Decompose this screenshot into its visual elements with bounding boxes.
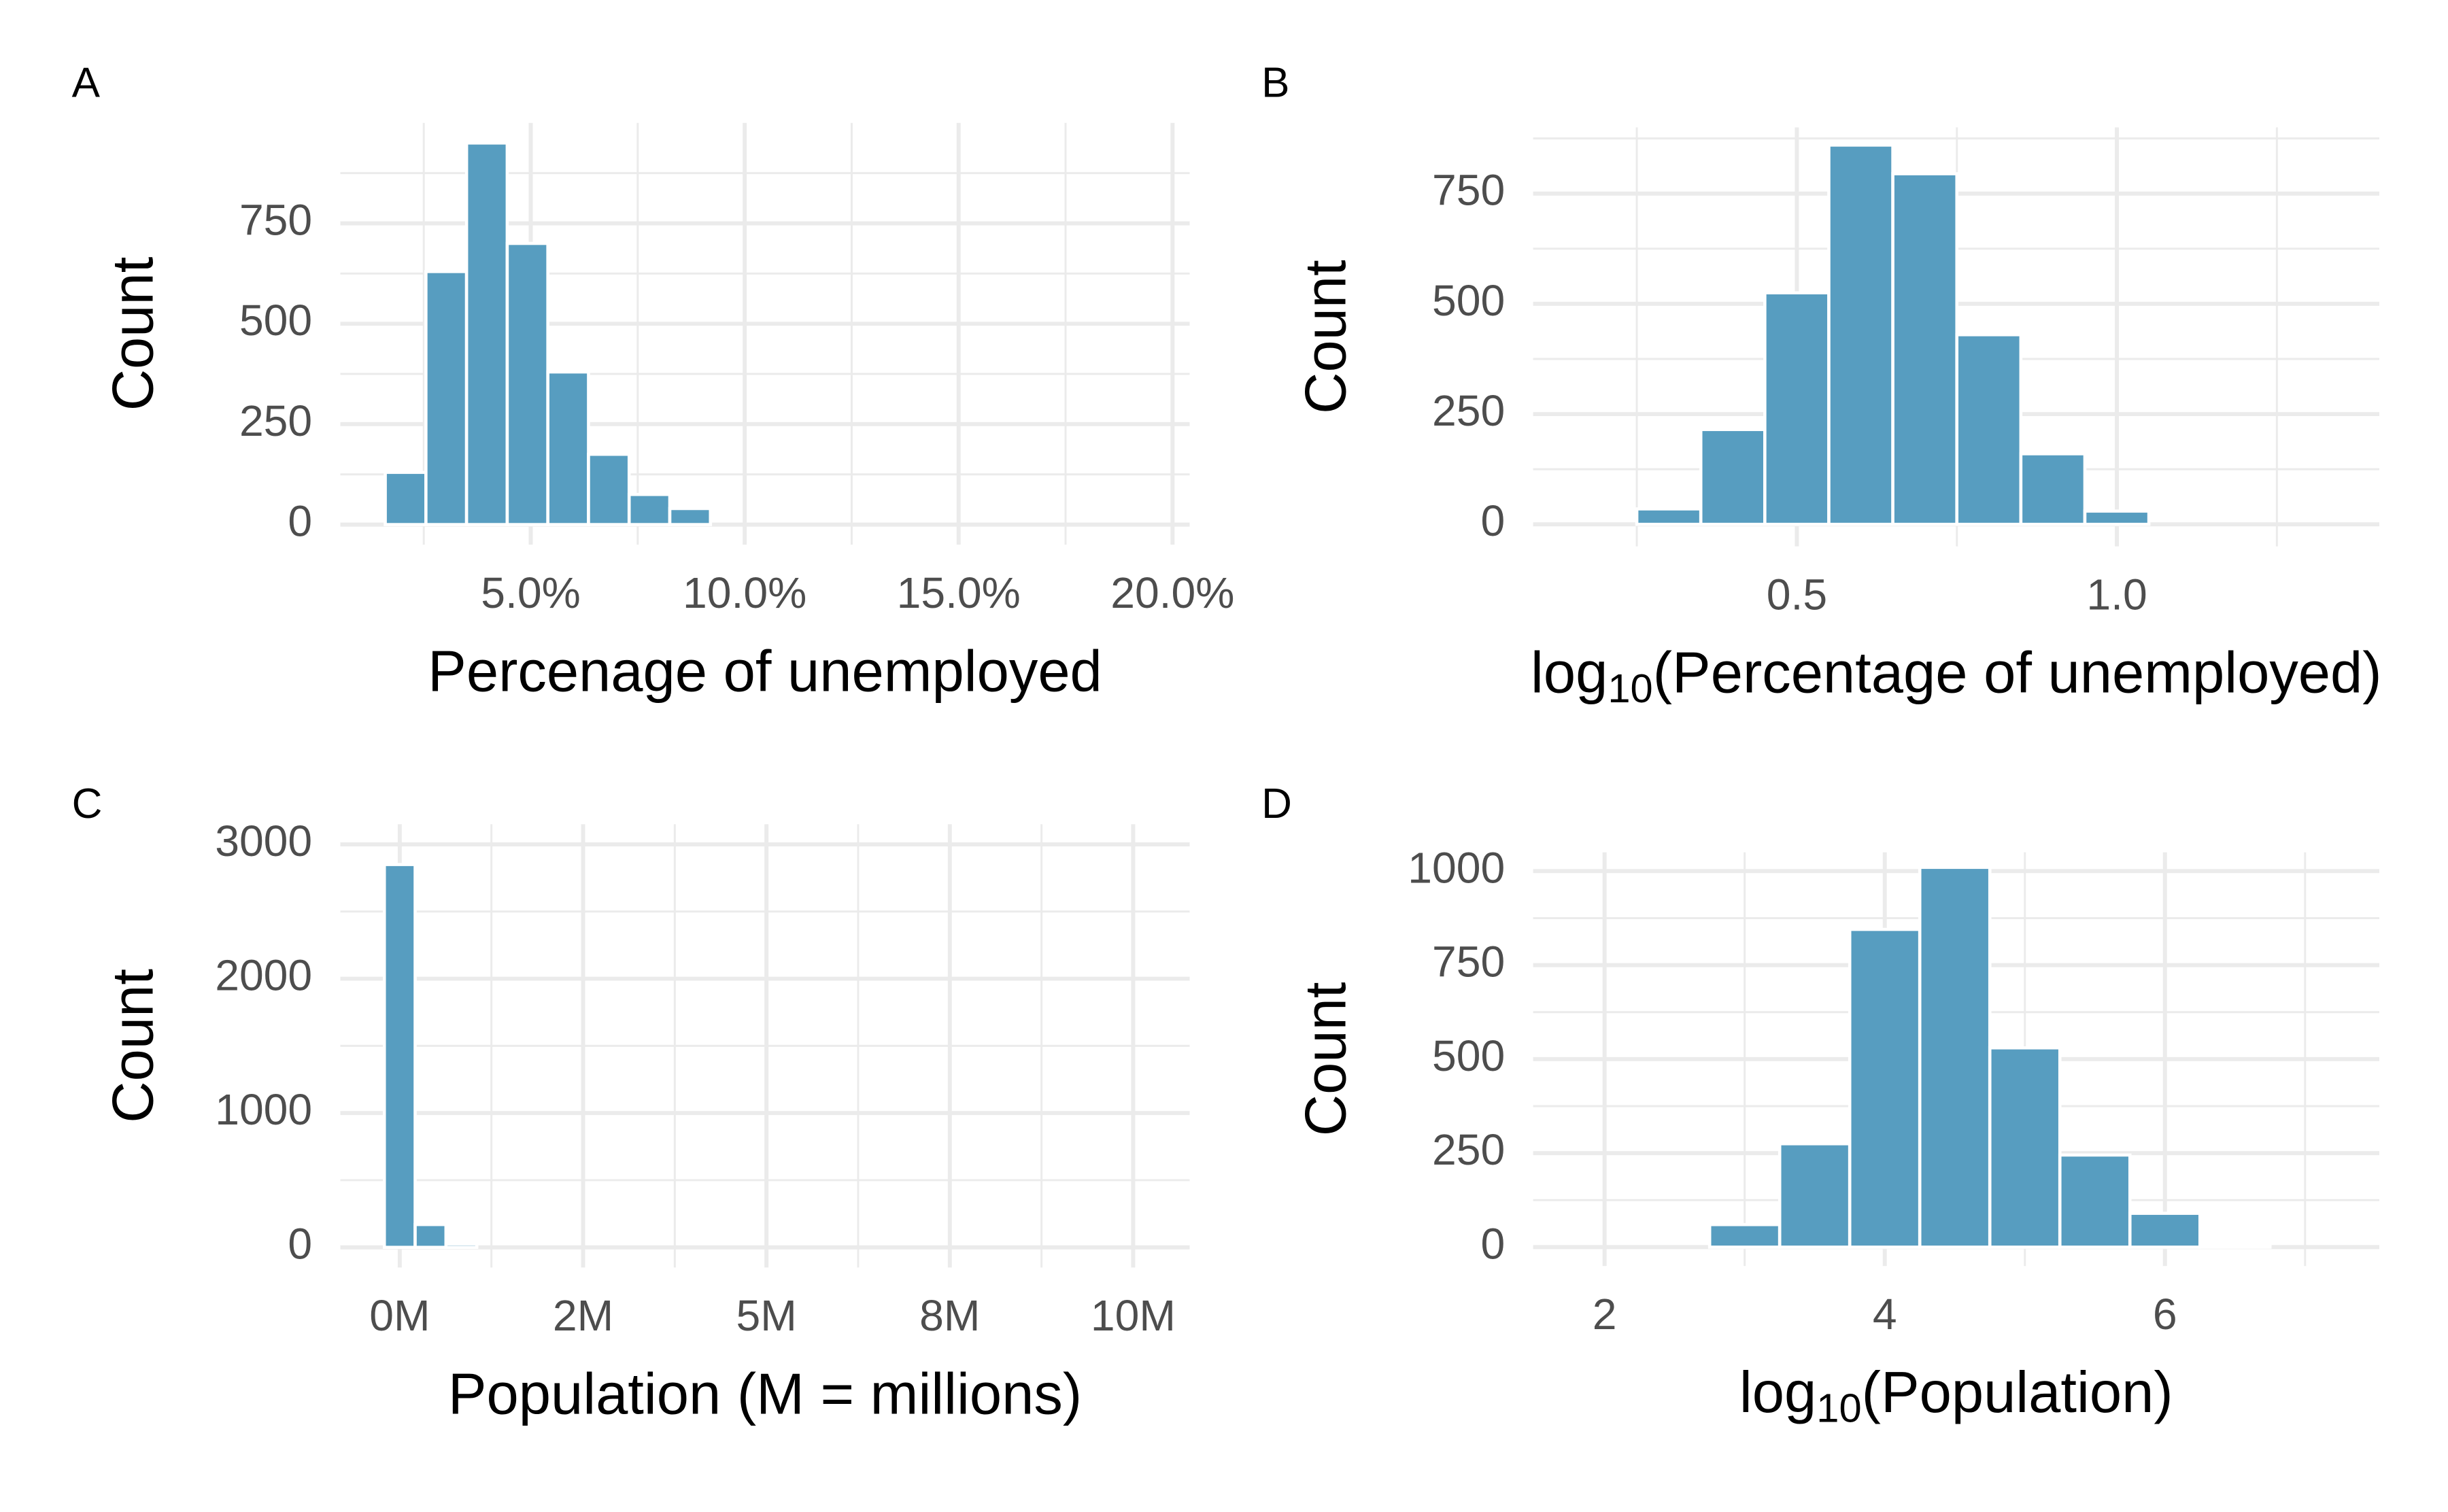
bar bbox=[587, 452, 631, 526]
axis-title-part: 10 bbox=[1816, 1385, 1861, 1430]
x-tick-label: 8M bbox=[919, 1291, 980, 1340]
y-tick-label: 750 bbox=[239, 195, 312, 244]
bar bbox=[505, 241, 549, 526]
y-tick-label: 2000 bbox=[215, 951, 312, 1000]
bar bbox=[2019, 452, 2087, 526]
subplot: A 0 250 500 750 5.0% 10.0% 15.0% 20.0%Percenage … bbox=[72, 59, 1235, 703]
axis-title-part: log bbox=[1531, 640, 1608, 705]
bar bbox=[1827, 143, 1894, 526]
bar bbox=[1778, 1142, 1852, 1249]
x-tick-label: 0.5 bbox=[1767, 570, 1827, 619]
x-tick-label: 6 bbox=[2153, 1290, 2177, 1339]
bar bbox=[1891, 172, 1959, 526]
y-axis-title: Count bbox=[100, 969, 165, 1123]
y-axis-title: Count bbox=[100, 257, 165, 411]
bar bbox=[1707, 1222, 1782, 1249]
x-tick-label: 5.0% bbox=[481, 568, 580, 617]
x-tick-label: 0M bbox=[369, 1291, 430, 1340]
x-tick-label: 10.0% bbox=[683, 568, 806, 617]
y-tick-label: 500 bbox=[1432, 276, 1505, 325]
y-tick-label: 0 bbox=[1481, 496, 1506, 545]
y-tick-label: 750 bbox=[1432, 166, 1505, 215]
y-axis-title: Count bbox=[1293, 260, 1358, 414]
y-tick-label: 0 bbox=[288, 1220, 312, 1269]
axis-title-part: (Percentage of unemployed) bbox=[1653, 640, 2382, 705]
bar bbox=[2128, 1212, 2202, 1249]
axis-title-part: log bbox=[1739, 1360, 1816, 1424]
x-tick-label: 5M bbox=[736, 1291, 797, 1340]
bar bbox=[2058, 1153, 2132, 1249]
bar bbox=[1763, 291, 1831, 526]
y-tick-label: 1000 bbox=[215, 1085, 312, 1134]
bar bbox=[1699, 428, 1767, 526]
bar bbox=[444, 1242, 479, 1250]
panel-label: B bbox=[1261, 59, 1289, 106]
bar bbox=[546, 370, 590, 526]
y-tick-label: 500 bbox=[1432, 1031, 1505, 1080]
x-tick-label: 4 bbox=[1873, 1290, 1897, 1339]
x-axis-title: log10(Percentage of unemployed) bbox=[1531, 640, 2382, 711]
subplot: B 0 250 500 750 0.5 1.0 log10(Percentage of une… bbox=[1261, 59, 2381, 711]
bar bbox=[1918, 865, 1992, 1249]
y-tick-label: 250 bbox=[1432, 1125, 1505, 1174]
y-tick-label: 0 bbox=[288, 497, 312, 546]
panel-label: A bbox=[72, 59, 101, 106]
y-tick-label: 750 bbox=[1432, 938, 1505, 986]
x-axis-title: Percenage of unemployed bbox=[428, 638, 1102, 703]
bar bbox=[1635, 507, 1703, 526]
bar bbox=[2083, 509, 2151, 526]
x-tick-label: 10M bbox=[1091, 1291, 1176, 1340]
bar bbox=[1988, 1046, 2062, 1249]
y-tick-label: 250 bbox=[239, 396, 312, 445]
bar bbox=[382, 863, 417, 1250]
y-tick-label: 500 bbox=[239, 296, 312, 345]
x-tick-label: 2 bbox=[1593, 1290, 1617, 1339]
bar bbox=[1848, 927, 1922, 1249]
bar bbox=[627, 492, 672, 526]
panel-label: C bbox=[72, 780, 103, 827]
x-tick-label: 2M bbox=[553, 1291, 613, 1340]
y-tick-label: 250 bbox=[1432, 386, 1505, 435]
y-axis-title: Count bbox=[1293, 982, 1358, 1137]
bar bbox=[413, 1222, 448, 1250]
x-axis-title: log10(Population) bbox=[1739, 1360, 2173, 1430]
y-tick-label: 1000 bbox=[1408, 843, 1505, 892]
bar bbox=[464, 141, 509, 526]
panel-label: D bbox=[1261, 780, 1292, 827]
bar bbox=[668, 506, 713, 526]
x-tick-label: 15.0% bbox=[897, 568, 1021, 617]
bar bbox=[384, 470, 428, 526]
y-tick-label: 0 bbox=[1481, 1219, 1506, 1268]
axis-title-part: 10 bbox=[1608, 666, 1652, 711]
subplot: D 0 250 500 750 1000 2 4 6 log10(Population) Count bbox=[1261, 780, 2379, 1430]
bar bbox=[2198, 1243, 2272, 1249]
y-tick-label: 3000 bbox=[215, 817, 312, 865]
x-tick-label: 20.0% bbox=[1110, 568, 1234, 617]
x-axis-title: Population (M = millions) bbox=[448, 1362, 1082, 1426]
x-tick-label: 1.0 bbox=[2086, 570, 2147, 619]
axis-title-part: (Population) bbox=[1862, 1360, 2173, 1424]
bar bbox=[1955, 333, 2023, 526]
bar bbox=[424, 270, 469, 526]
